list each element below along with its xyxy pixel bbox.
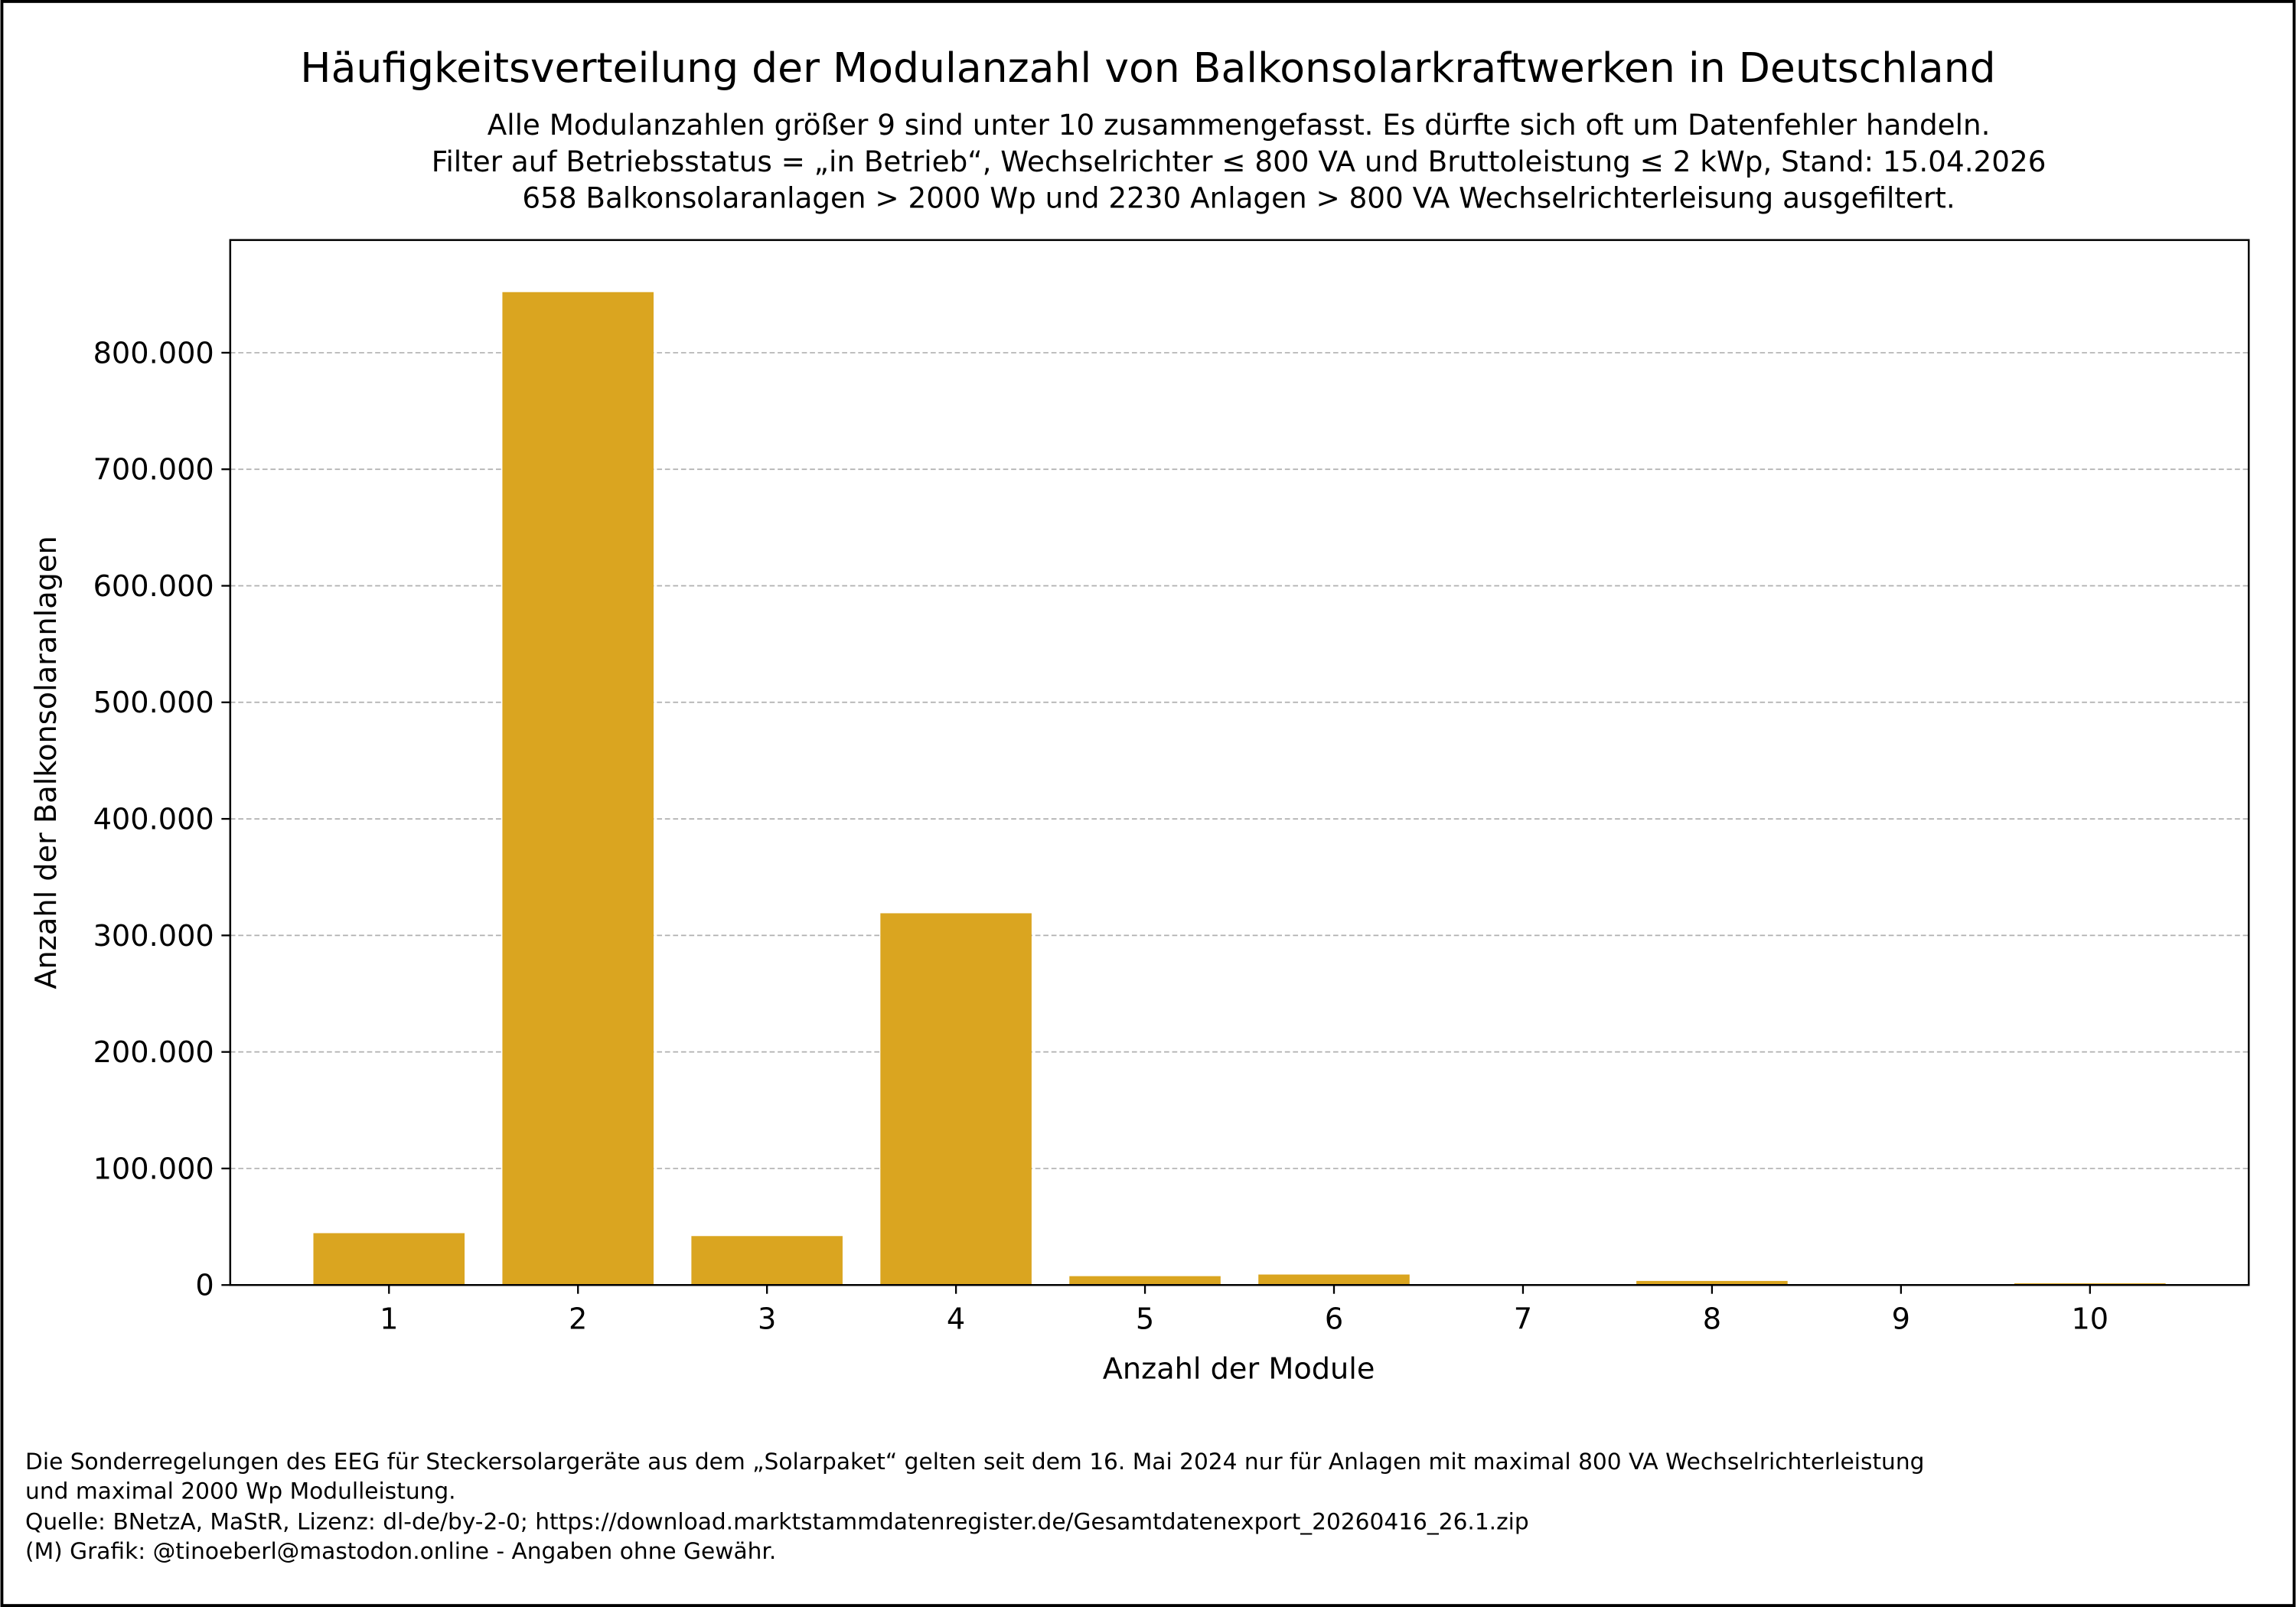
bar-3 xyxy=(691,1236,843,1286)
x-tick-label: 3 xyxy=(758,1302,776,1337)
x-axis: 1 2 3 4 5 6 7 8 9 10 xyxy=(380,1285,2108,1337)
bars xyxy=(313,292,2166,1286)
x-axis-label: Anzahl der Module xyxy=(1103,1352,1375,1387)
bar-2 xyxy=(502,292,654,1286)
y-tick-label: 300.000 xyxy=(93,919,214,953)
x-tick-label: 7 xyxy=(1514,1302,1532,1337)
subtitle-line-1: Alle Modulanzahlen größer 9 sind unter 1… xyxy=(488,108,1991,142)
x-tick-label: 8 xyxy=(1703,1302,1721,1337)
subtitle-line-2: Filter auf Betriebsstatus = „in Betrieb“… xyxy=(432,145,2047,178)
y-tick-label: 700.000 xyxy=(93,453,214,487)
y-tick-label: 400.000 xyxy=(93,802,214,836)
bar-6 xyxy=(1258,1274,1410,1286)
y-axis-label: Anzahl der Balkonsolaranlagen xyxy=(29,536,64,989)
x-tick-label: 1 xyxy=(380,1302,398,1337)
footer-line-4: (M) Grafik: @tinoeberl@mastodon.online -… xyxy=(25,1537,776,1564)
footer-line-2: und maximal 2000 Wp Modulleistung. xyxy=(25,1477,456,1504)
grid-lines xyxy=(230,352,2249,1169)
y-tick-label: 500.000 xyxy=(93,686,214,720)
y-tick-label: 600.000 xyxy=(93,569,214,604)
y-tick-label: 100.000 xyxy=(93,1152,214,1186)
x-tick-label: 4 xyxy=(947,1302,965,1337)
footer-line-1: Die Sonderregelungen des EEG für Stecker… xyxy=(25,1448,1924,1475)
y-tick-label: 200.000 xyxy=(93,1035,214,1070)
bar-5 xyxy=(1069,1276,1221,1286)
bar-4 xyxy=(880,913,1032,1286)
x-tick-label: 9 xyxy=(1892,1302,1910,1337)
bar-8 xyxy=(1636,1280,1788,1286)
x-tick-label: 5 xyxy=(1136,1302,1154,1337)
chart-title: Häufigkeitsverteilung der Modulanzahl vo… xyxy=(300,44,1995,92)
x-tick-label: 10 xyxy=(2071,1302,2108,1337)
plot-frame xyxy=(229,239,2250,1286)
y-tick-label: 800.000 xyxy=(93,336,214,370)
x-tick-label: 2 xyxy=(569,1302,587,1337)
footer-line-3: Quelle: BNetzA, MaStR, Lizenz: dl-de/by-… xyxy=(25,1508,1529,1535)
y-tick-label: 0 xyxy=(195,1269,214,1303)
bar-1 xyxy=(313,1233,465,1286)
x-tick-label: 6 xyxy=(1325,1302,1343,1337)
y-axis: 0 100.000 200.000 300.000 400.000 500.000 600.… xyxy=(93,336,230,1303)
subtitle-line-3: 658 Balkonsolaranlagen > 2000 Wp und 223… xyxy=(522,181,1955,215)
